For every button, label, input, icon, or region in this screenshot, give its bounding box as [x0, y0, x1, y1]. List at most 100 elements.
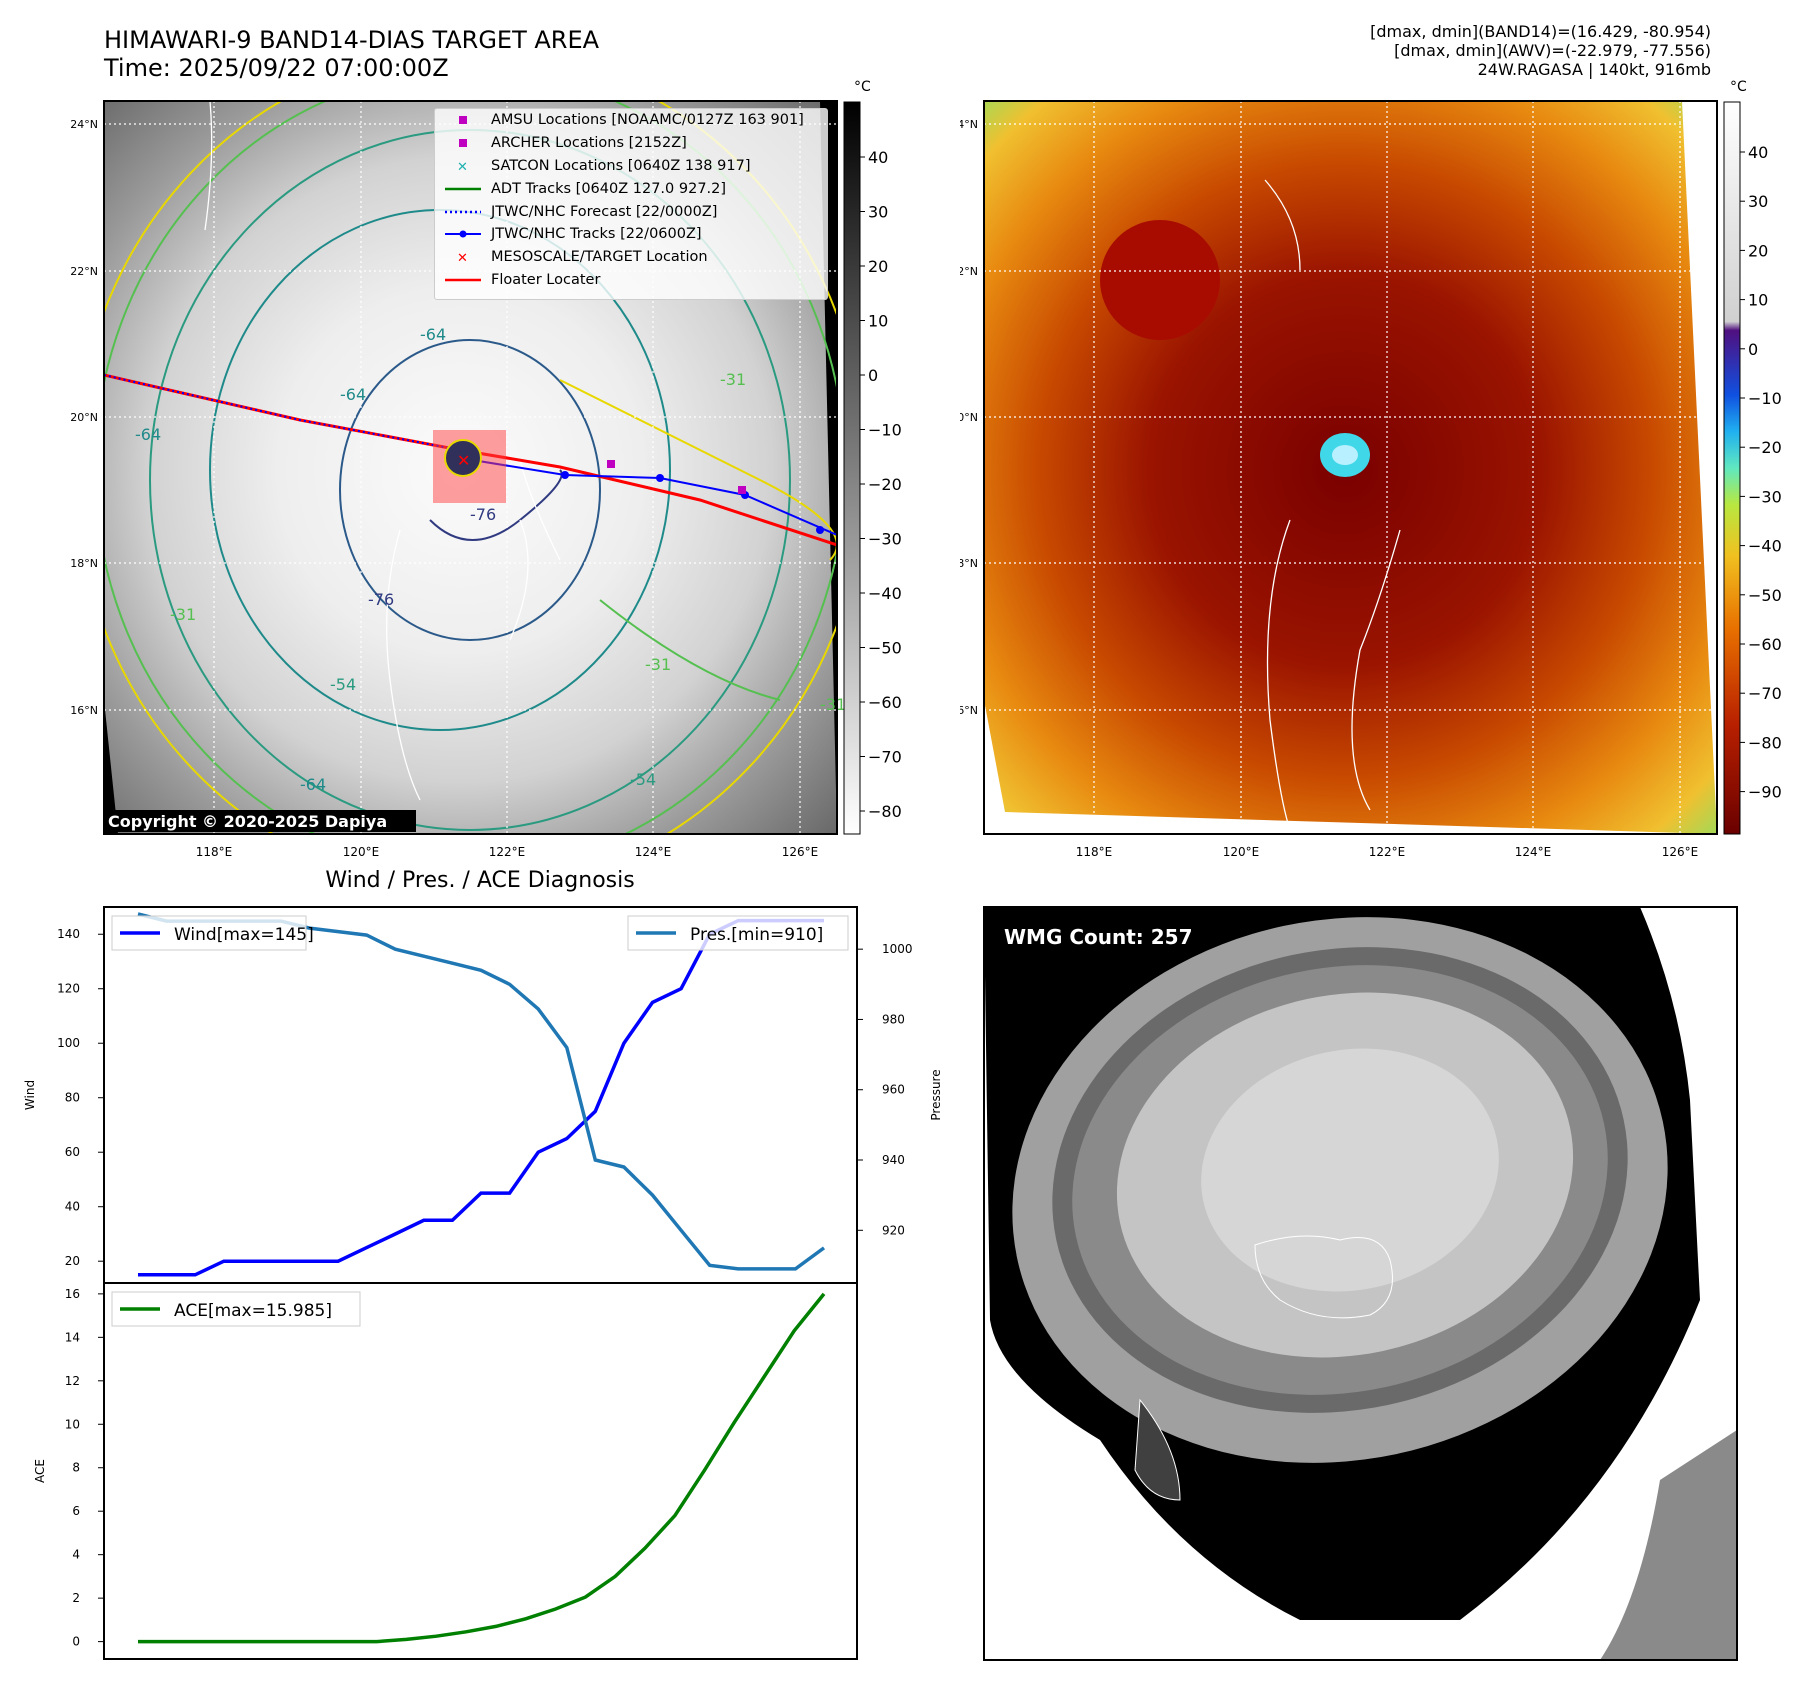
- wind-pres-axes: [103, 906, 858, 1284]
- lon-axis-labels-right: 118°E 120°E 122°E 124°E 126°E: [1076, 845, 1699, 859]
- svg-text:✕: ✕: [457, 251, 468, 265]
- legend-label: MESOSCALE/TARGET Location: [491, 249, 708, 266]
- contour-label: -64: [340, 385, 366, 404]
- contour-label: -76: [368, 590, 394, 609]
- colorbar-tick-label: −20: [1748, 438, 1782, 457]
- wind-legend-label: Wind[max=145]: [174, 925, 314, 945]
- colorbar-tick-label: −90: [1748, 783, 1782, 802]
- lon-label: 122°E: [1369, 845, 1406, 859]
- lat-axis-labels-right: 24°N 22°N 20°N 18°N 16°N: [960, 118, 978, 717]
- pressure-line: [137, 912, 826, 1271]
- y-tick-label-right: 1000: [882, 942, 913, 956]
- map-legend-entry: JTWC/NHC Forecast [22/0000Z]: [435, 200, 827, 223]
- storm-info: 24W.RAGASA | 140kt, 916mb: [1477, 60, 1711, 79]
- wmg-panel: WMG Count: 257: [983, 906, 1738, 1661]
- y-tick-label: 100: [57, 1036, 80, 1050]
- lat-label: 18°N: [960, 557, 978, 570]
- colorbar-tick-label: −50: [1748, 586, 1782, 605]
- storm-eye: [444, 439, 482, 477]
- lon-label: 126°E: [1662, 845, 1699, 859]
- pressure-legend-label: Pres.[min=910]: [690, 925, 823, 945]
- colorbar-tick-label: −30: [1748, 487, 1782, 506]
- colorbar-tick-label: −70: [1748, 684, 1782, 703]
- map-legend-entry: AMSU Locations [NOAAMC/0127Z 163 901]: [435, 109, 827, 132]
- colorbar-tick-label: −20: [868, 475, 902, 494]
- amsu-marker: [607, 460, 615, 468]
- colorbar-tick-label: −60: [868, 693, 902, 712]
- lon-label: 120°E: [343, 845, 380, 859]
- contour-label: -31: [720, 370, 746, 389]
- colorbar-tick-label: 20: [868, 257, 888, 276]
- y-tick-label-right: 960: [882, 1083, 905, 1097]
- lat-label: 18°N: [70, 557, 98, 570]
- colorbar-tick-label: −80: [868, 802, 902, 821]
- map-legend-entry: ARCHER Locations [2152Z]: [435, 132, 827, 155]
- diagnosis-title: Wind / Pres. / ACE Diagnosis: [325, 868, 634, 893]
- lat-label: 16°N: [70, 704, 98, 717]
- legend-label: SATCON Locations [0640Z 138 917]: [491, 157, 751, 174]
- legend-marker: ✕: [457, 160, 468, 174]
- legend-label: Floater Locater: [491, 271, 601, 288]
- awv-range: [dmax, dmin](AWV)=(-22.979, -77.556): [1394, 41, 1711, 60]
- y-tick-label: 12: [65, 1374, 80, 1388]
- map-legend-entry: ✕ MESOSCALE/TARGET Location: [435, 246, 827, 269]
- legend-label: JTWC/NHC Tracks [22/0600Z]: [491, 226, 702, 243]
- copyright-text: Copyright © 2020-2025 Dapiya: [108, 812, 387, 831]
- legend-marker: [459, 116, 467, 125]
- lon-label: 124°E: [1515, 845, 1552, 859]
- lat-label: 16°N: [960, 704, 978, 717]
- lon-label: 122°E: [489, 845, 526, 859]
- y-tick-label: 16: [65, 1287, 80, 1301]
- y-tick-label: 6: [72, 1504, 80, 1518]
- lon-axis-labels: 118°E 120°E 122°E 124°E 126°E: [196, 845, 819, 859]
- colorbar-tick-label: 0: [868, 366, 878, 385]
- figure-time: Time: 2025/09/22 07:00:00Z: [104, 54, 449, 82]
- colorbar-tick-label: −60: [1748, 635, 1782, 654]
- gray-colorbar-unit: °C: [854, 79, 871, 95]
- lat-label: 24°N: [70, 118, 98, 131]
- map-legend-entry: ADT Tracks [0640Z 127.0 927.2]: [435, 177, 827, 200]
- contour-label: -31: [645, 655, 671, 674]
- track-dot: [656, 474, 664, 482]
- lon-label: 124°E: [635, 845, 672, 859]
- lon-label: 118°E: [196, 845, 233, 859]
- colorbar-tick-label: −10: [1748, 389, 1782, 408]
- target-x-marker: ✕: [457, 451, 470, 470]
- contour-label: -54: [330, 675, 356, 694]
- archer-marker: [738, 486, 746, 494]
- band14-range: [dmax, dmin](BAND14)=(16.429, -80.954): [1370, 22, 1711, 41]
- pressure-axis-label: Pressure: [929, 1069, 943, 1120]
- svg-text:✕: ✕: [457, 160, 468, 174]
- colorbar-tick-label: 20: [1748, 241, 1768, 260]
- y-tick-label: 0: [72, 1635, 80, 1649]
- legend-label: ADT Tracks [0640Z 127.0 927.2]: [491, 180, 727, 197]
- figure-title: HIMAWARI-9 BAND14-DIAS TARGET AREA: [104, 26, 600, 54]
- contour-label: -64: [420, 325, 446, 344]
- lon-label: 126°E: [782, 845, 819, 859]
- lat-label: 22°N: [960, 265, 978, 278]
- ace-axis-label: ACE: [33, 1459, 47, 1483]
- color-colorbar-unit: °C: [1730, 79, 1747, 95]
- lat-label: 20°N: [960, 411, 978, 424]
- contour-label: -31: [820, 695, 846, 714]
- gray-colorbar: °C 40 30 20 10 0 −10 −20 −30 −40 −50 −60 −70 −80: [843, 79, 902, 835]
- colorbar-tick-label: −30: [868, 530, 902, 549]
- contour-label: -54: [630, 770, 656, 789]
- color-colorbar: °C 40 30 20 10 0 −10 −20 −30 −40 −50 −60 −70 −80 −90: [1723, 79, 1782, 835]
- legend-label: ARCHER Locations [2152Z]: [491, 135, 687, 152]
- y-tick-label: 20: [65, 1254, 80, 1268]
- track-dot: [816, 526, 824, 534]
- map-legend-entry: Floater Locater: [435, 269, 827, 292]
- diagnosis-chart: Wind / Pres. / ACE Diagnosis Wind Pressu…: [23, 868, 943, 1660]
- legend-label: JTWC/NHC Forecast [22/0000Z]: [491, 203, 718, 220]
- y-tick-label: 60: [65, 1145, 80, 1159]
- map-legend-entry: JTWC/NHC Tracks [22/0600Z]: [435, 223, 827, 246]
- colorbar-tick-label: 10: [868, 312, 888, 331]
- colorbar-tick-label: 30: [1748, 192, 1768, 211]
- y-tick-label: 8: [72, 1461, 80, 1475]
- y-tick-label: 4: [72, 1548, 80, 1562]
- y-tick-label-right: 920: [882, 1223, 905, 1237]
- ace-line: [138, 1292, 826, 1644]
- colorbar-tick-label: 0: [1748, 340, 1758, 359]
- contour-label: -64: [300, 775, 326, 794]
